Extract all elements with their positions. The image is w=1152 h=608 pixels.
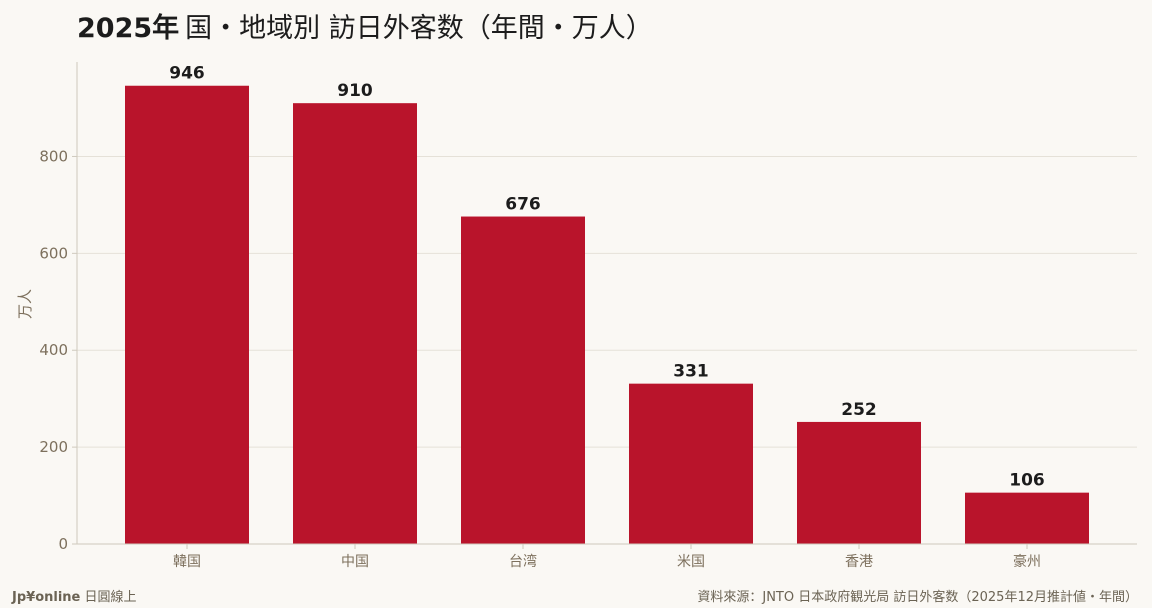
footer-brand: Jp¥online 日圓線上 xyxy=(12,586,137,605)
bar xyxy=(293,103,417,545)
y-axis-label: 万人 xyxy=(16,289,34,319)
y-tick-label: 200 xyxy=(39,438,68,456)
bar-value-label: 910 xyxy=(337,81,373,101)
x-tick-label: 豪州 xyxy=(1013,554,1041,570)
chart-title-text: 国・地域別 訪日外客数（年間・万人） xyxy=(185,13,653,44)
bar-value-label: 331 xyxy=(673,362,709,382)
bar-value-label: 946 xyxy=(169,64,205,84)
footer-source: 資料來源：JNTO 日本政府観光局 訪日外客数（2025年12月推計値・年間） xyxy=(697,590,1138,605)
y-tick-label: 800 xyxy=(39,147,68,165)
y-tick-label: 400 xyxy=(39,341,68,359)
x-tick-label: 香港 xyxy=(845,554,873,570)
bar-value-label: 106 xyxy=(1009,471,1045,491)
axes: 0 200 400 600 800 韓国 中国 台湾 米国 香港 豪州 xyxy=(39,62,1137,570)
bars: 946 910 676 331 252 106 xyxy=(125,64,1089,545)
brand-subtitle: 日圓線上 xyxy=(84,590,137,605)
bar xyxy=(629,383,753,544)
brand-name: Jp¥online xyxy=(12,590,81,605)
bar-value-label: 676 xyxy=(505,195,541,215)
bar xyxy=(461,216,585,545)
grid-lines xyxy=(77,155,1137,448)
x-tick-label: 中国 xyxy=(341,554,369,570)
bar xyxy=(965,492,1089,544)
x-tick-label: 米国 xyxy=(677,554,705,570)
y-tick-label: 600 xyxy=(39,244,68,262)
bar xyxy=(797,421,921,544)
bar xyxy=(125,85,249,544)
x-tick-label: 韓国 xyxy=(173,554,201,570)
chart-title: 2025年 国・地域別 訪日外客数（年間・万人） xyxy=(77,12,653,44)
x-tick-label: 台湾 xyxy=(509,553,537,570)
bar-value-label: 252 xyxy=(841,400,877,420)
chart-title-year: 2025年 xyxy=(77,12,179,44)
y-tick-label: 0 xyxy=(58,535,68,553)
